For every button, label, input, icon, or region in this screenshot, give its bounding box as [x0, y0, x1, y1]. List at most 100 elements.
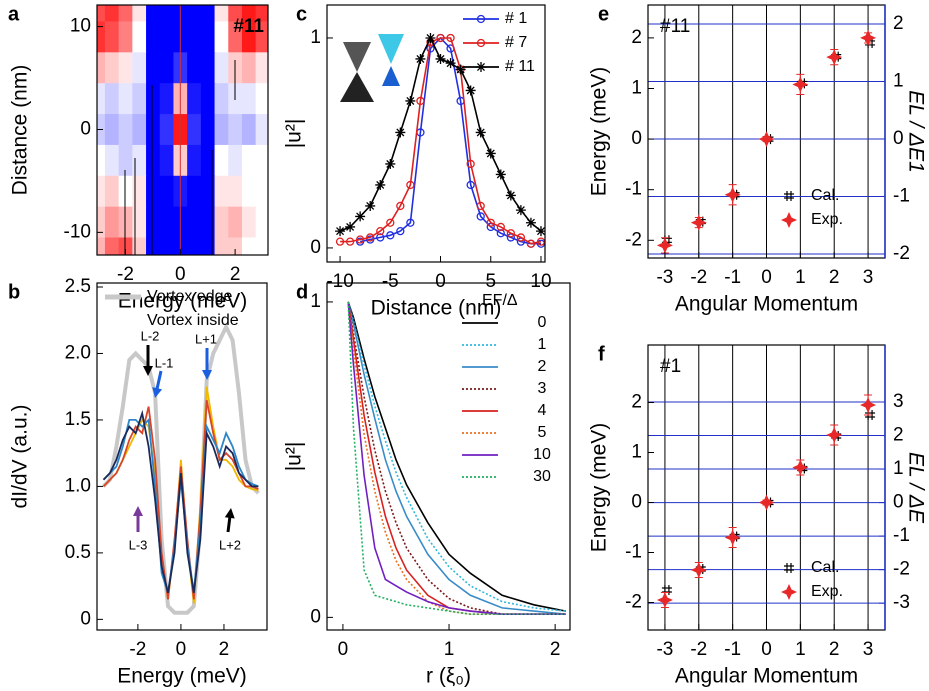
panel-label: d: [296, 281, 308, 303]
heatmap-cell: [255, 5, 268, 23]
marker: [476, 201, 485, 211]
heatmap-cell: [97, 175, 106, 208]
heatmap-cell: [214, 83, 229, 115]
y2-tick-label: -1: [893, 525, 910, 546]
curve: [102, 399, 259, 600]
legend-label: 5: [538, 424, 547, 441]
x-tick-label: -1: [724, 639, 741, 660]
heatmap-cell: [146, 237, 161, 255]
x-tick-label: -2: [690, 267, 707, 288]
heatmap-cell: [118, 206, 133, 239]
arrow-head: [152, 387, 163, 398]
heatmap-cell: [214, 52, 229, 84]
y-tick-label: 2.5: [65, 276, 91, 297]
panel-label: c: [296, 3, 307, 25]
marker: [406, 180, 415, 190]
marker: [724, 529, 741, 546]
marker: [425, 32, 436, 43]
y-tick-label: 0: [80, 119, 91, 140]
heatmap-cell: [187, 83, 202, 115]
plot-area: [335, 32, 545, 248]
y2-tick-label: -1: [893, 185, 910, 206]
marker: [355, 211, 366, 222]
heatmap-cell: [228, 114, 243, 146]
heatmap-cell: [200, 144, 216, 177]
dirac-cone-inset: [340, 34, 404, 102]
heatmap-cell: [104, 237, 120, 255]
annotation: L-1: [155, 355, 174, 370]
heatmap-cell: [132, 114, 147, 146]
heatmap-cell: [104, 52, 120, 84]
marker: [366, 233, 375, 242]
marker: [758, 494, 775, 511]
y2-axis-label: EL / ΔE: [904, 452, 927, 524]
y2-tick-label: -3: [893, 592, 910, 613]
y-axis-label: Energy (meV): [588, 423, 611, 553]
heatmap-cell: [146, 144, 161, 177]
y-axis-label: dI/dV (a.u.): [9, 405, 32, 509]
panel-label: b: [8, 281, 20, 303]
heatmap-cell: [200, 237, 216, 255]
heatmap-cell: [200, 21, 216, 53]
plot-area: [102, 322, 260, 615]
heatmap-cell: [104, 83, 120, 115]
heatmap-cell: [118, 237, 133, 255]
heatmap-cell: [200, 206, 216, 239]
heatmap-cell: [241, 83, 257, 115]
heatmap-cell: [146, 21, 161, 53]
marker: [385, 158, 396, 169]
plot-area: [648, 5, 885, 258]
panel-f: -3 -2 -1 0 1 2 3 -2 -1 0 1 2 -3 -2 -1 0 1 2 3 f Angular Mome…: [588, 343, 928, 687]
heatmap-cell: [228, 175, 243, 208]
heatmap-cell: [97, 206, 106, 239]
panel-label: e: [598, 3, 609, 25]
legend-label: 1: [538, 336, 547, 353]
annotation: L-3: [129, 537, 148, 552]
y-axis-label: Energy (meV): [588, 67, 611, 197]
panel-e: -3 -2 -1 0 1 2 3 -2 -1 0 1 2 -2 -1 0 1 2 e Angular Momentu…: [588, 3, 928, 315]
heatmap-cell: [97, 83, 106, 115]
heatmap-cell: [214, 5, 229, 23]
heatmap-cell: [97, 237, 106, 255]
heatmap-cell: [118, 114, 133, 146]
marker: [416, 96, 425, 106]
heatmap-cell: [255, 206, 268, 239]
marker: [495, 169, 506, 180]
y-tick-label: 0: [631, 128, 642, 149]
cone: [382, 66, 400, 86]
marker: [395, 127, 406, 138]
series-line: [102, 322, 260, 615]
heatmap-cell: [104, 206, 120, 239]
marker: [345, 237, 355, 246]
chart-title: #11: [660, 16, 690, 37]
y-tick-label: 1.5: [65, 409, 91, 430]
x-tick-label: 2: [829, 267, 840, 288]
marker: [476, 14, 486, 24]
heatmap-cell: [159, 144, 175, 177]
x-tick-label: 0: [176, 639, 187, 660]
legend-label: # 7: [505, 34, 527, 51]
y-tick-label: 0: [80, 608, 91, 629]
heatmap-cell: [132, 144, 147, 177]
heatmap-cell: [104, 21, 120, 53]
marker: [455, 64, 466, 75]
y-axis-label: |u²|: [283, 119, 306, 149]
panel-a: -2 0 2 -10 0 10 a Energy (meV) Distance (nm) #11: [8, 3, 269, 313]
plot-area: [347, 301, 566, 615]
marker: [375, 179, 386, 190]
marker: [784, 191, 794, 201]
y-tick-label: -1: [625, 542, 642, 563]
panel-label: a: [8, 3, 20, 25]
y-tick-label: 2: [631, 392, 642, 413]
marker: [396, 201, 405, 211]
heatmap-cell: [132, 52, 147, 84]
heatmap-cell: [187, 52, 202, 84]
heatmap-cell: [214, 144, 229, 177]
marker: [781, 212, 797, 228]
y-tick-label: 1: [631, 78, 642, 99]
x-axis-label: r (ξ₀): [426, 665, 471, 688]
panel-b: -2 0 2 0 0.5 1.0 1.5 2.0 2.5 b Energy (meV) dI/dV (…: [8, 276, 268, 688]
heatmap-cell: [146, 83, 161, 115]
series-line: [347, 301, 566, 615]
